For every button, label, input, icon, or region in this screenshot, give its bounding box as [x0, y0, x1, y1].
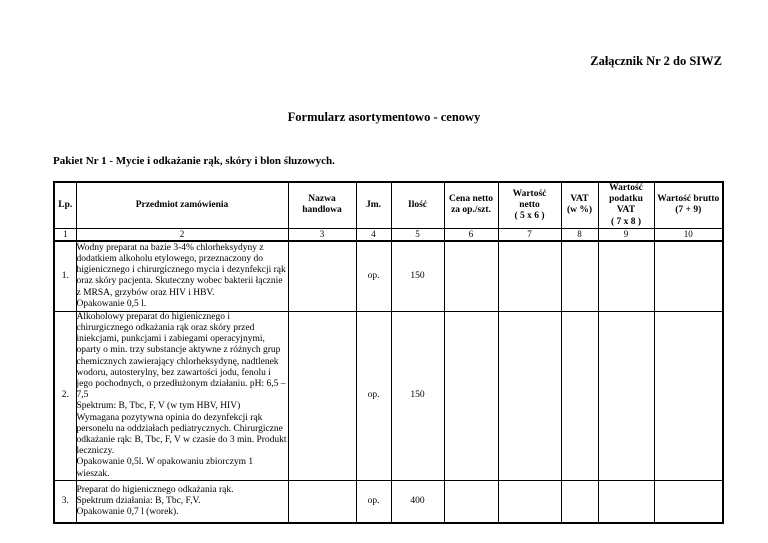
column-number-row: 1 2 3 4 5 6 7 8 9 10 [53, 227, 724, 242]
cell-trade-name [287, 310, 357, 481]
cell-unit-net-price [443, 240, 499, 312]
assortment-price-table: Lp. Przedmiot zamówienia Nazwa handlowa … [53, 181, 724, 524]
column-number: 9 [597, 227, 655, 242]
table-row: 2. Alkoholowy preparat do higienicznego … [53, 310, 724, 481]
column-number: 5 [390, 227, 445, 242]
cell-lp: 2. [53, 310, 77, 481]
cell-trade-name [287, 240, 357, 312]
cell-vat-percent [560, 240, 599, 312]
header-lp: Lp. [53, 181, 77, 229]
cell-vat-value [597, 479, 655, 524]
cell-net-value [497, 310, 562, 481]
cell-net-value [497, 479, 562, 524]
cell-quantity: 150 [390, 310, 445, 481]
cell-quantity: 150 [390, 240, 445, 312]
cell-gross-value [653, 240, 724, 312]
cell-lp: 3. [53, 479, 77, 524]
cell-quantity: 400 [390, 479, 445, 524]
cell-unit: op. [355, 240, 392, 312]
column-number: 8 [560, 227, 599, 242]
page-title: Formularz asortymentowo - cenowy [287, 110, 481, 124]
column-number: 10 [653, 227, 724, 242]
cell-lp: 1. [53, 240, 77, 312]
cell-vat-percent [560, 479, 599, 524]
cell-trade-name [287, 479, 357, 524]
cell-vat-value [597, 240, 655, 312]
column-number: 7 [497, 227, 562, 242]
cell-unit: op. [355, 479, 392, 524]
cell-gross-value [653, 479, 724, 524]
table-row: 1. Wodny preparat na bazie 3-4% chlorhek… [53, 240, 724, 312]
header-gross-value: Wartość brutto (7 + 9) [653, 181, 724, 229]
table-row: 3. Preparat do higienicznego odkażania r… [53, 479, 724, 524]
table-header-row: Lp. Przedmiot zamówienia Nazwa handlowa … [53, 181, 724, 229]
column-number: 4 [355, 227, 392, 242]
cell-item-description: Wodny preparat na bazie 3-4% chlorheksyd… [75, 240, 289, 312]
header-unit: Jm. [355, 181, 392, 229]
cell-net-value [497, 240, 562, 312]
cell-item-description: Preparat do higienicznego odkażania rąk.… [75, 479, 289, 524]
header-vat-percent: VAT (w %) [560, 181, 599, 229]
header-vat-value: Wartość podatku VAT ( 7 x 8 ) [597, 181, 655, 229]
cell-unit: op. [355, 310, 392, 481]
cell-vat-percent [560, 310, 599, 481]
column-number: 1 [53, 227, 77, 242]
package-title: Pakiet Nr 1 - Mycie i odkażanie rąk, skó… [53, 155, 335, 167]
column-number: 6 [443, 227, 499, 242]
header-unit-net-price: Cena netto za op./szt. [443, 181, 499, 229]
cell-vat-value [597, 310, 655, 481]
header-item: Przedmiot zamówienia [75, 181, 289, 229]
header-trade-name: Nazwa handlowa [287, 181, 357, 229]
header-quantity: Ilość [390, 181, 445, 229]
cell-item-description: Alkoholowy preparat do higienicznego i c… [75, 310, 289, 481]
attachment-label: Załącznik Nr 2 do SIWZ [590, 54, 722, 68]
cell-unit-net-price [443, 479, 499, 524]
header-net-value: Wartość netto ( 5 x 6 ) [497, 181, 562, 229]
column-number: 2 [75, 227, 289, 242]
column-number: 3 [287, 227, 357, 242]
cell-gross-value [653, 310, 724, 481]
cell-unit-net-price [443, 310, 499, 481]
